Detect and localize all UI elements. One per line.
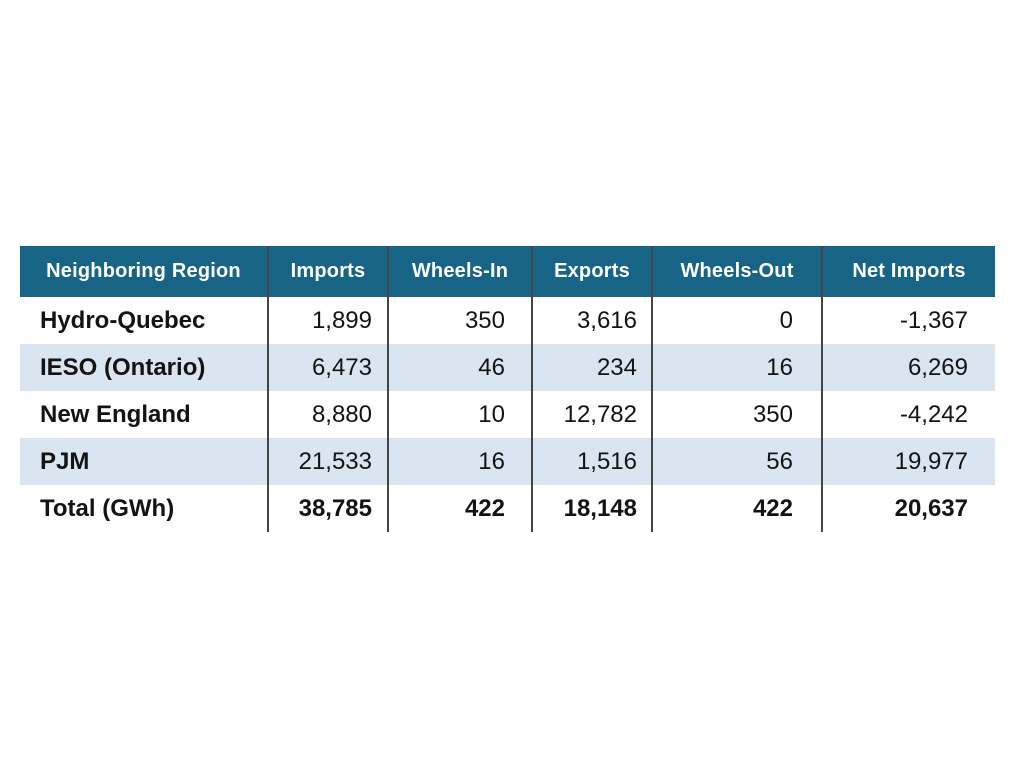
column-header-exports: Exports	[532, 246, 653, 297]
region-cell: New England	[20, 391, 269, 438]
table-row-hydro-quebec: Hydro-Quebec 1,899 350 3,616 0 -1,367	[20, 297, 995, 344]
column-header-neighboring-region: Neighboring Region	[20, 246, 269, 297]
column-header-imports: Imports	[268, 246, 389, 297]
total-net-imports-cell: 20,637	[822, 485, 995, 532]
column-header-wheels-in: Wheels-In	[388, 246, 533, 297]
column-header-net-imports: Net Imports	[822, 246, 995, 297]
table-row-ieso-ontario: IESO (Ontario) 6,473 46 234 16 6,269	[20, 344, 995, 391]
net-imports-cell: -4,242	[822, 391, 995, 438]
table-row-total: Total (GWh) 38,785 422 18,148 422 20,637	[20, 485, 995, 532]
region-cell: PJM	[20, 438, 269, 485]
wheels-in-cell: 46	[388, 344, 533, 391]
total-label-cell: Total (GWh)	[20, 485, 269, 532]
total-exports-cell: 18,148	[532, 485, 653, 532]
imports-exports-table-container: Neighboring Region Imports Wheels-In Exp…	[20, 246, 995, 532]
wheels-in-cell: 16	[388, 438, 533, 485]
exports-cell: 3,616	[532, 297, 653, 344]
net-imports-cell: 19,977	[822, 438, 995, 485]
exports-cell: 12,782	[532, 391, 653, 438]
table-row-pjm: PJM 21,533 16 1,516 56 19,977	[20, 438, 995, 485]
total-imports-cell: 38,785	[268, 485, 389, 532]
total-wheels-out-cell: 422	[652, 485, 823, 532]
wheels-out-cell: 56	[652, 438, 823, 485]
wheels-out-cell: 350	[652, 391, 823, 438]
wheels-out-cell: 16	[652, 344, 823, 391]
exports-cell: 1,516	[532, 438, 653, 485]
imports-cell: 8,880	[268, 391, 389, 438]
table-row-new-england: New England 8,880 10 12,782 350 -4,242	[20, 391, 995, 438]
net-imports-cell: -1,367	[822, 297, 995, 344]
wheels-in-cell: 10	[388, 391, 533, 438]
region-cell: IESO (Ontario)	[20, 344, 269, 391]
net-imports-cell: 6,269	[822, 344, 995, 391]
column-header-wheels-out: Wheels-Out	[652, 246, 823, 297]
header-row: Neighboring Region Imports Wheels-In Exp…	[20, 246, 995, 297]
imports-exports-table: Neighboring Region Imports Wheels-In Exp…	[20, 246, 995, 532]
wheels-in-cell: 350	[388, 297, 533, 344]
wheels-out-cell: 0	[652, 297, 823, 344]
imports-cell: 6,473	[268, 344, 389, 391]
region-cell: Hydro-Quebec	[20, 297, 269, 344]
imports-cell: 1,899	[268, 297, 389, 344]
exports-cell: 234	[532, 344, 653, 391]
total-wheels-in-cell: 422	[388, 485, 533, 532]
imports-cell: 21,533	[268, 438, 389, 485]
